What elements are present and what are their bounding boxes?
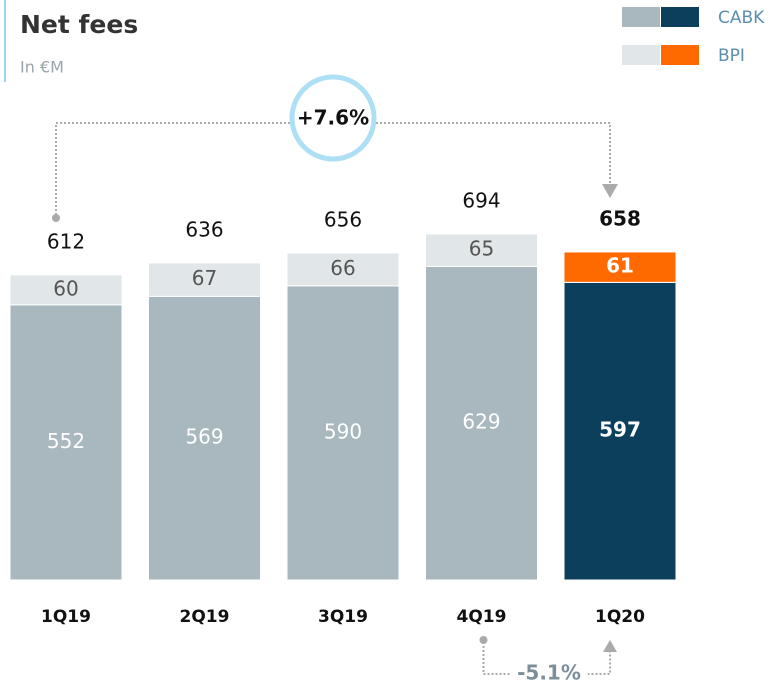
connector-arrow xyxy=(602,184,618,198)
value-label: 66 xyxy=(330,256,355,280)
value-label: 597 xyxy=(599,418,641,442)
bar-segment xyxy=(563,251,677,283)
legend-swatch xyxy=(661,7,699,27)
connector-dot xyxy=(52,214,60,222)
x-tick-label: 4Q19 xyxy=(457,607,507,627)
bar-segment xyxy=(9,274,123,306)
bar-segment xyxy=(9,304,123,581)
bar-segment xyxy=(425,265,538,581)
chart-subtitle: In €M xyxy=(20,58,64,77)
total-label: 636 xyxy=(185,217,223,241)
value-label: 65 xyxy=(469,237,494,261)
x-tick-label: 3Q19 xyxy=(318,607,368,627)
value-label: 629 xyxy=(462,410,500,434)
connector-arrow xyxy=(603,640,617,652)
legend-label: CABK xyxy=(718,8,765,28)
annotation: -5.1% xyxy=(517,661,581,685)
chart-title: Net fees xyxy=(20,10,138,39)
x-tick-label: 1Q19 xyxy=(41,607,91,627)
annotation: +7.6% xyxy=(297,106,369,130)
value-label: 60 xyxy=(53,276,78,300)
bar-segment xyxy=(286,252,400,287)
bar-segment xyxy=(286,285,400,581)
total-label: 658 xyxy=(599,206,641,230)
legend-swatch xyxy=(622,45,660,65)
value-label: 590 xyxy=(324,419,362,443)
x-tick-label: 1Q20 xyxy=(595,607,645,627)
annotation-circle xyxy=(289,74,377,162)
total-label: 612 xyxy=(47,229,85,253)
annotation-bg xyxy=(510,660,588,685)
connector xyxy=(482,642,611,675)
bar-segment xyxy=(425,233,538,267)
value-label: 552 xyxy=(47,429,85,453)
value-label: 569 xyxy=(185,425,223,449)
value-label: 67 xyxy=(192,266,217,290)
total-label: 694 xyxy=(462,189,500,213)
legend-swatch xyxy=(661,45,699,65)
connector-dot xyxy=(479,636,488,644)
x-tick-label: 2Q19 xyxy=(180,607,230,627)
bar-segment xyxy=(148,295,261,581)
bar-segment xyxy=(148,262,261,297)
total-label: 656 xyxy=(324,207,362,231)
legend-swatch xyxy=(622,7,660,27)
legend-label: BPI xyxy=(718,46,745,66)
bar-segment xyxy=(563,281,677,581)
value-label: 61 xyxy=(606,254,634,278)
